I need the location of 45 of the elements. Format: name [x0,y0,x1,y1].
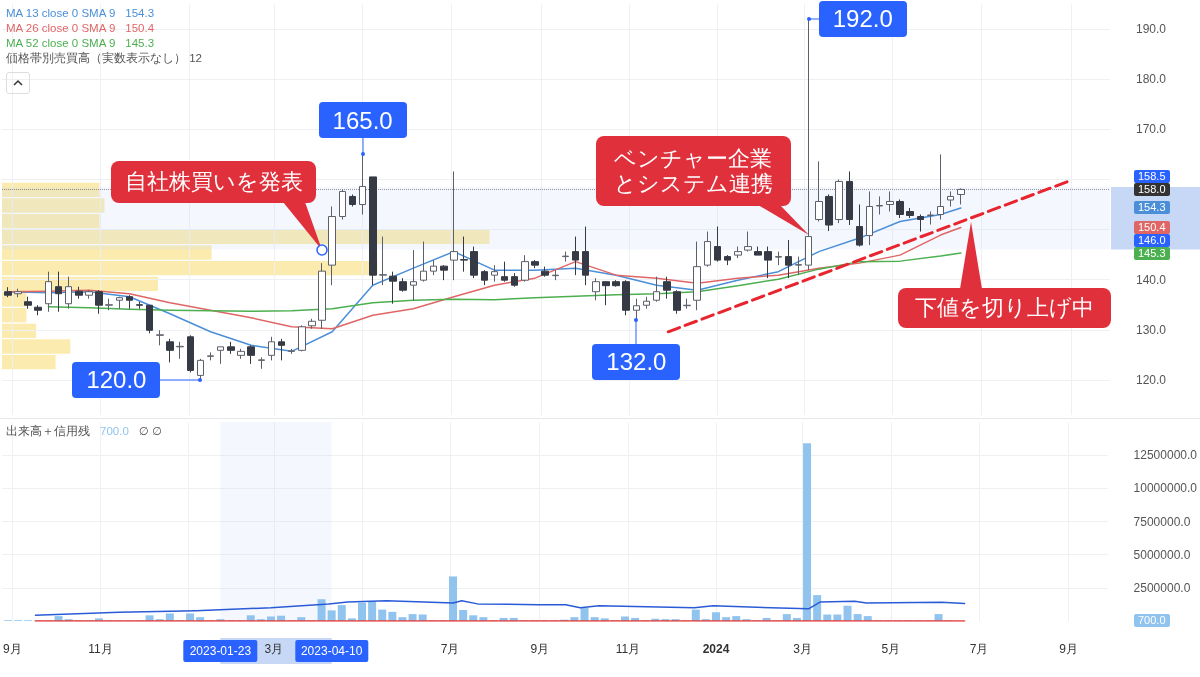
text: 145.3 [1138,246,1166,259]
y-tick-label: 2500000.0 [1133,580,1191,595]
x-tick-label: 9月 [530,642,550,656]
y-tick-label: 130.0 [1136,322,1167,337]
text: 2023-04-10 [294,640,369,662]
annotation: 150.4 [125,22,155,34]
x-tick-label: 3月 [793,642,813,656]
text: 2023-01-23 [183,640,258,662]
y-tick-label: 7500000.0 [1133,514,1191,529]
text: MA 13 close 0 SMA 9 [6,7,116,19]
text: 146.0 [1134,234,1170,248]
text: MA 52 close 0 SMA 9 [6,37,116,49]
y-tick-label: 140.0 [1136,272,1167,287]
ref-line-label: 158.0 [1134,182,1170,196]
x-tick-label: 2024 [702,642,730,656]
x-tick-label: 9月 [2,642,22,656]
x-tick-label: 11月 [88,642,113,656]
text: 154.3 [1138,201,1166,214]
x-tick-label: 7月 [969,642,989,656]
price-tag: 165.0 [318,102,407,139]
text: 700.0 [1138,614,1166,627]
text: 158.5 [1134,170,1170,184]
x-tick-label: 7月 [440,642,460,656]
x-tick-label: 5月 [881,642,901,656]
x-tick-label: 9月 [1059,642,1078,656]
y-tick-label: 180.0 [1136,72,1167,87]
y-tick-label: 5000000.0 [1133,547,1191,562]
y-tick-label: 170.0 [1136,122,1167,137]
price-tag: 120.0 [72,361,161,398]
y-tick-label: 120.0 [1136,372,1167,387]
annotation: 700.0 [100,425,129,437]
annotation: 154.3 [125,7,155,19]
price-tag: 132.0 [592,343,681,380]
x-tick-label: 11月 [615,642,641,656]
text: MA 26 close 0 SMA 9 [6,22,116,34]
chart-title: 出来高＋信用残 [6,425,90,437]
y-tick-label: 10000000.0 [1133,481,1198,496]
y-tick-label: 12500000.0 [1133,448,1198,463]
annotation: 145.3 [125,37,155,49]
text: 150.4 [1138,221,1166,234]
price-tag: 192.0 [818,1,907,38]
speech-bubble: ベンチャー企業とシステム連携 [595,136,791,207]
chart-subtitle: ∅ ∅ [138,425,163,437]
x-tick-label: 3月 [264,642,284,656]
y-tick-label: 190.0 [1136,22,1167,37]
